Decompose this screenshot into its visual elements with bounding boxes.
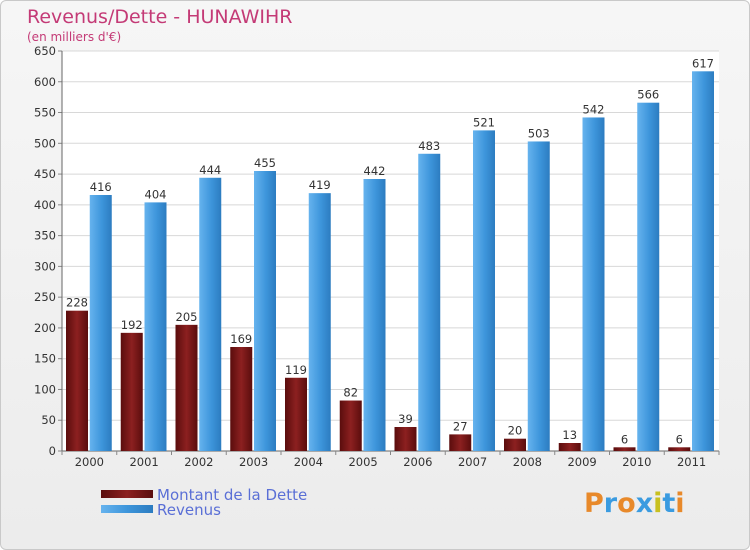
data-label-debt: 6: [621, 432, 628, 446]
logo-letter: P: [584, 488, 604, 519]
x-tick-label: 2003: [239, 455, 268, 469]
data-label-revenus: 566: [637, 88, 659, 102]
logo-letter: r: [603, 488, 618, 519]
bar-revenus: [692, 71, 714, 452]
bar-revenus: [254, 171, 276, 451]
bar-revenus: [637, 102, 660, 451]
data-label-revenus: 404: [145, 187, 167, 201]
y-tick-label: 350: [34, 229, 56, 243]
logo-letter: i: [653, 488, 663, 519]
y-tick-label: 600: [34, 75, 56, 89]
logo-letter: i: [675, 488, 685, 519]
bar-revenus: [144, 202, 167, 451]
data-label-revenus: 442: [364, 164, 386, 178]
data-label-debt: 119: [285, 363, 307, 377]
bar-debt: [504, 438, 526, 451]
bar-revenus: [582, 117, 605, 451]
bar-revenus: [89, 195, 112, 451]
y-tick-label: 100: [34, 382, 56, 396]
legend-label-revenus: Revenus: [157, 501, 221, 519]
bar-debt: [120, 332, 143, 451]
bar-debt: [339, 400, 362, 451]
data-label-debt: 6: [676, 432, 683, 446]
data-label-debt: 192: [121, 318, 143, 332]
logo-letter: x: [635, 488, 654, 519]
proxiti-logo: Proxiti: [584, 488, 685, 519]
bar-debt: [558, 443, 581, 451]
bar-debt: [230, 347, 253, 451]
bar-revenus: [473, 130, 495, 451]
bar-revenus: [308, 193, 331, 451]
y-tick-label: 200: [34, 321, 56, 335]
data-label-revenus: 419: [309, 178, 331, 192]
data-label-debt: 27: [453, 419, 468, 433]
legend-swatch-dette: [101, 490, 153, 498]
bar-debt: [449, 434, 472, 451]
bar-revenus: [418, 153, 441, 451]
y-tick-label: 50: [41, 413, 56, 427]
y-tick-label: 0: [49, 444, 56, 458]
data-label-debt: 13: [562, 428, 577, 442]
data-label-revenus: 542: [583, 102, 605, 116]
y-tick-label: 300: [34, 259, 56, 273]
bar-debt: [285, 377, 307, 451]
data-label-debt: 82: [343, 386, 358, 400]
data-label-revenus: 521: [473, 115, 495, 129]
chart-subtitle: (en milliers d'€): [27, 30, 122, 44]
data-label-revenus: 416: [90, 180, 112, 194]
x-tick-label: 2010: [622, 455, 651, 469]
x-tick-label: 2011: [677, 455, 706, 469]
data-label-debt: 169: [230, 332, 252, 346]
x-tick-label: 2007: [458, 455, 487, 469]
x-tick-label: 2004: [294, 455, 323, 469]
bar-revenus: [363, 179, 386, 451]
x-tick-label: 2006: [403, 455, 432, 469]
chart-title: Revenus/Dette - HUNAWIHR: [27, 6, 293, 28]
x-tick-label: 2001: [129, 455, 158, 469]
y-tick-label: 500: [34, 136, 56, 150]
bar-debt: [668, 447, 691, 451]
logo-letter: t: [662, 488, 676, 519]
data-label-debt: 205: [176, 310, 198, 324]
bar-revenus: [527, 141, 550, 451]
y-tick-label: 150: [34, 352, 56, 366]
bar-debt: [175, 324, 198, 451]
y-tick-label: 400: [34, 198, 56, 212]
data-label-debt: 39: [398, 412, 413, 426]
data-label-debt: 20: [508, 424, 523, 438]
bar-revenus: [199, 177, 222, 451]
x-tick-label: 2009: [567, 455, 596, 469]
legend-label-dette: Montant de la Dette: [157, 486, 308, 504]
data-label-revenus: 483: [418, 139, 440, 153]
bar-debt: [613, 447, 636, 451]
x-tick-label: 2002: [184, 455, 213, 469]
data-label-revenus: 444: [199, 163, 221, 177]
bar-debt: [394, 427, 417, 451]
y-tick-label: 250: [34, 290, 56, 304]
data-label-debt: 228: [66, 296, 88, 310]
y-tick-label: 650: [34, 44, 56, 58]
legend-swatch-revenus: [101, 505, 153, 513]
bar-debt: [66, 310, 88, 451]
y-tick-label: 550: [34, 106, 56, 120]
x-tick-label: 2008: [513, 455, 542, 469]
data-label-revenus: 455: [254, 156, 276, 170]
x-tick-label: 2000: [75, 455, 104, 469]
x-tick-label: 2005: [348, 455, 377, 469]
data-label-revenus: 617: [692, 56, 714, 70]
logo-letter: o: [617, 488, 636, 519]
y-tick-label: 450: [34, 167, 56, 181]
plot-area: [62, 51, 719, 451]
data-label-revenus: 503: [528, 126, 550, 140]
